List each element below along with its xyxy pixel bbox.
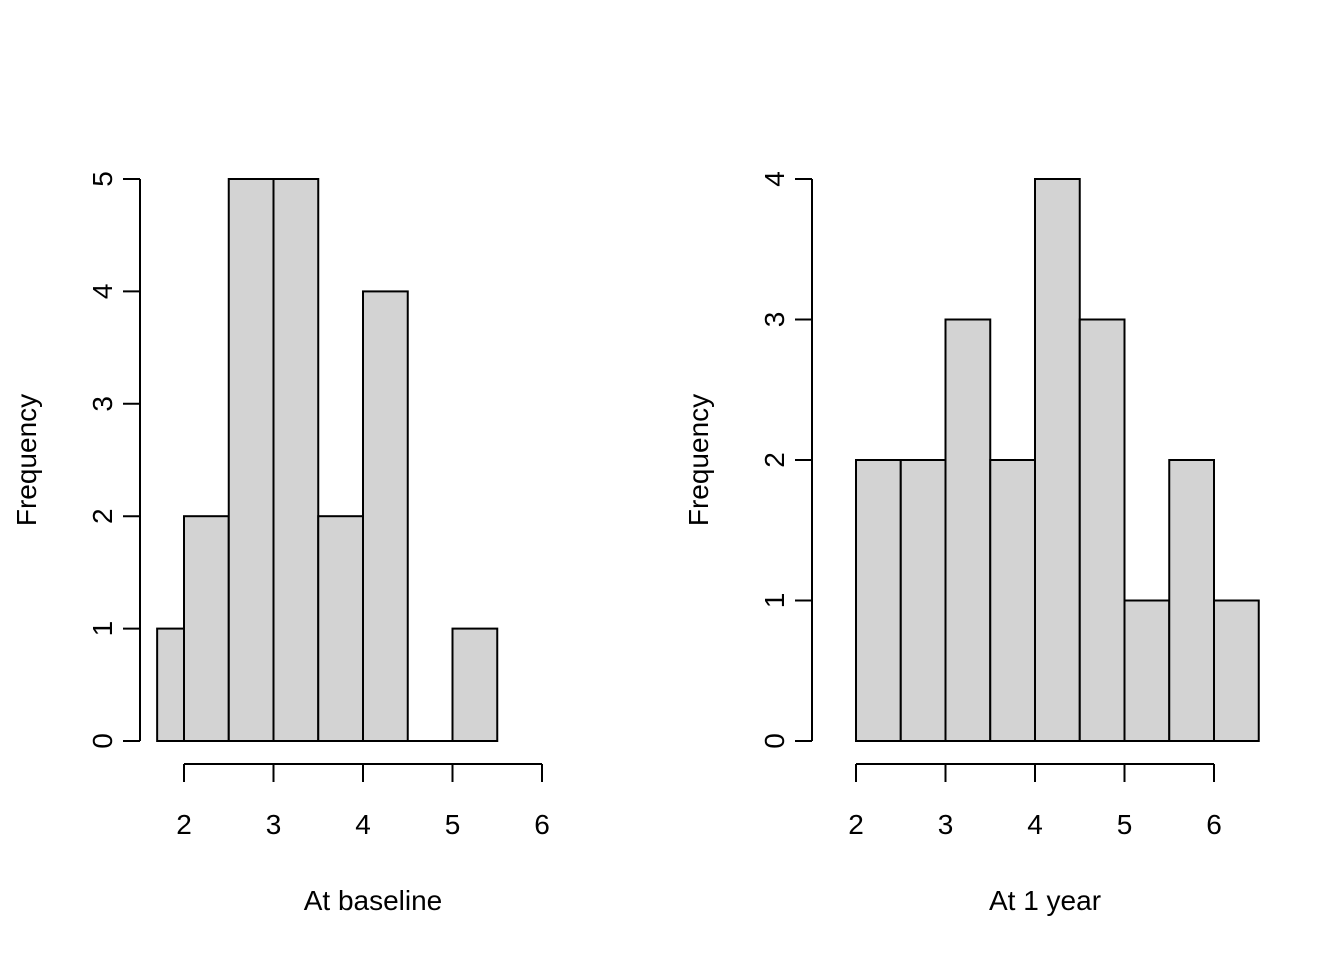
bars-one-year	[855, 178, 1260, 742]
x-tick-label: 4	[355, 809, 371, 840]
bars-baseline	[156, 178, 499, 743]
histogram-bar-one-year-5	[1078, 318, 1126, 742]
y-axis-one-year: 0 1 2 3 4	[759, 171, 813, 749]
histogram-bar-baseline-1	[183, 515, 230, 743]
histogram-bar-baseline-5	[362, 290, 409, 742]
x-axis-title-one-year: At 1 year	[989, 885, 1101, 916]
y-axis-title-one-year: Frequency	[683, 394, 714, 526]
histogram-panel-one-year: 0 1 2 3 4 2 3 4 5 6 At 1 year Frequency	[683, 171, 1260, 916]
x-tick-label: 6	[534, 809, 550, 840]
y-tick-label: 2	[759, 452, 790, 468]
x-tick-label: 5	[445, 809, 461, 840]
x-tick-label: 3	[266, 809, 282, 840]
x-axis-baseline: 2 3 4 5 6	[176, 763, 550, 840]
x-tick-label: 5	[1117, 809, 1133, 840]
y-axis-baseline: 0 1 2 3 4 5	[87, 171, 141, 749]
y-tick-label: 1	[87, 621, 118, 637]
histogram-bar-one-year-0	[855, 459, 902, 742]
histogram-bar-one-year-8	[1213, 599, 1260, 742]
histogram-bar-one-year-4	[1034, 178, 1081, 742]
histogram-bar-baseline-3	[272, 178, 320, 742]
histogram-bar-one-year-3	[989, 459, 1036, 742]
x-tick-label: 4	[1027, 809, 1043, 840]
histogram-bar-baseline-4	[317, 515, 364, 743]
histogram-panel-baseline: 0 1 2 3 4 5 2 3 4 5 6 At baseline Frequency	[11, 171, 550, 916]
histogram-bar-baseline-0	[156, 627, 185, 742]
histogram-bar-one-year-6	[1123, 599, 1171, 742]
histogram-bar-one-year-2	[944, 318, 992, 742]
x-tick-label: 2	[176, 809, 192, 840]
y-tick-label: 0	[87, 733, 118, 749]
y-tick-label: 4	[87, 284, 118, 300]
x-axis-one-year: 2 3 4 5 6	[848, 763, 1222, 840]
y-tick-label: 4	[759, 171, 790, 187]
histogram-bar-baseline-7	[451, 627, 499, 742]
y-tick-label: 5	[87, 171, 118, 187]
y-tick-label: 3	[87, 396, 118, 412]
y-axis-title-baseline: Frequency	[11, 394, 42, 526]
x-axis-title-baseline: At baseline	[304, 885, 443, 916]
y-tick-label: 2	[87, 508, 118, 524]
histogram-bar-one-year-7	[1168, 459, 1215, 742]
y-tick-label: 1	[759, 593, 790, 609]
y-tick-label: 0	[759, 733, 790, 749]
x-tick-label: 6	[1206, 809, 1222, 840]
x-tick-label: 2	[848, 809, 864, 840]
histogram-bar-one-year-1	[899, 459, 947, 742]
y-tick-label: 3	[759, 312, 790, 328]
histogram-bar-baseline-2	[227, 178, 275, 742]
x-tick-label: 3	[938, 809, 954, 840]
